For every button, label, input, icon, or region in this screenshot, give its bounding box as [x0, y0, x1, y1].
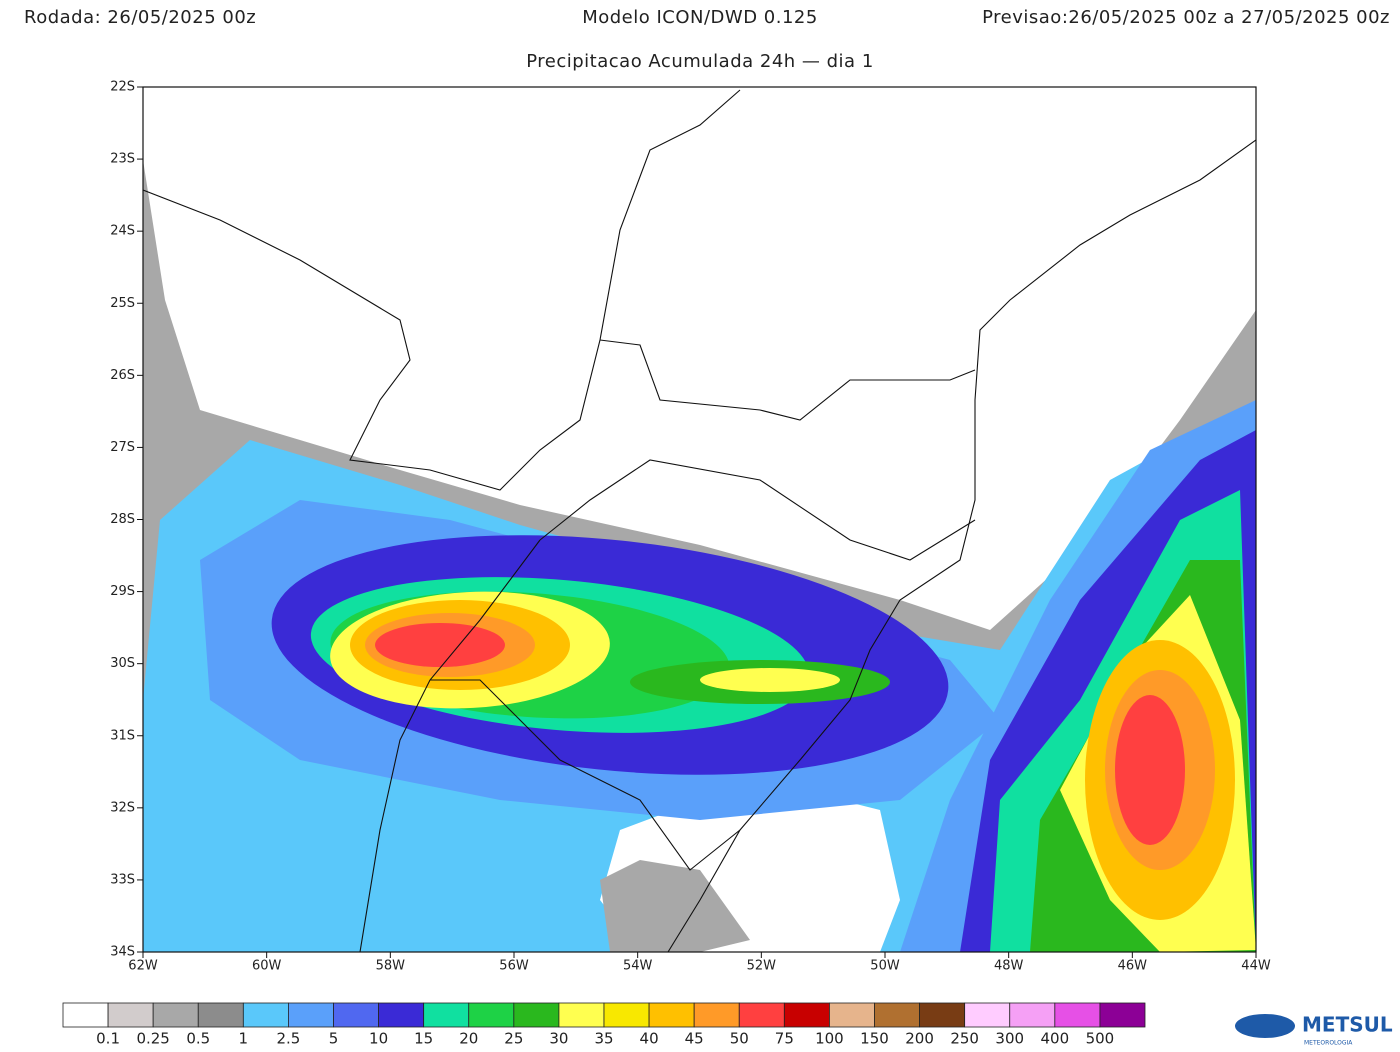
lon-label: 52W — [747, 959, 777, 974]
colorbar-swatch — [964, 1002, 1011, 1028]
colorbar-swatch — [783, 1002, 830, 1028]
lat-label: 22S — [110, 80, 135, 95]
colorbar-label: 0.1 — [96, 1030, 120, 1048]
lon-label: 56W — [499, 959, 529, 974]
colorbar-label: 2.5 — [276, 1030, 300, 1048]
colorbar-swatch — [197, 1002, 244, 1028]
colorbar-label: 200 — [905, 1030, 934, 1048]
colorbar-swatch — [1054, 1002, 1101, 1028]
lon-label: 44W — [1241, 959, 1271, 974]
colorbar-label: 50 — [730, 1030, 749, 1048]
colorbar-label: 100 — [815, 1030, 844, 1048]
lon-label: 48W — [994, 959, 1024, 974]
colorbar-label: 1 — [239, 1030, 249, 1048]
lat-label: 25S — [110, 296, 135, 311]
colorbar-swatch — [468, 1002, 515, 1028]
colorbar-swatch — [62, 1002, 109, 1028]
lat-label: 24S — [110, 224, 135, 239]
lat-label: 28S — [110, 512, 135, 527]
colorbar-label: 400 — [1041, 1030, 1070, 1048]
colorbar-label: 10 — [369, 1030, 388, 1048]
subtitle: Precipitacao Acumulada 24h — dia 1 — [526, 51, 874, 72]
lat-label: 23S — [110, 152, 135, 167]
colorbar-label: 35 — [594, 1030, 613, 1048]
forecast-label: Previsao:26/05/2025 00z a 27/05/2025 00z — [982, 7, 1390, 28]
lat-label: 32S — [110, 800, 135, 815]
colorbar-swatch — [648, 1002, 695, 1028]
colorbar-swatch — [107, 1002, 154, 1028]
logo-icon — [1235, 1014, 1295, 1038]
colorbar-swatch — [378, 1002, 425, 1028]
colorbar-label: 250 — [950, 1030, 979, 1048]
lon-label: 54W — [623, 959, 653, 974]
colorbar-swatch — [829, 1002, 875, 1028]
lon-label: 62W — [128, 959, 158, 974]
colorbar-swatch — [1009, 1002, 1056, 1028]
model-label: Modelo ICON/DWD 0.125 — [582, 7, 818, 28]
lon-label: 60W — [252, 959, 282, 974]
colorbar: 0.1 0.25 0.5 1 2.5 5 10 15 20 25 30 35 40 45 50 75 100 15… — [62, 1002, 1146, 1048]
colorbar-swatch — [558, 1002, 605, 1028]
colorbar-swatch — [1099, 1002, 1146, 1028]
colorbar-swatch — [242, 1002, 289, 1028]
colorbar-label: 15 — [414, 1030, 433, 1048]
colorbar-swatch — [693, 1002, 740, 1028]
colorbar-label: 5 — [329, 1030, 339, 1048]
colorbar-label: 20 — [459, 1030, 478, 1048]
colorbar-label: 150 — [860, 1030, 889, 1048]
colorbar-label: 500 — [1086, 1030, 1115, 1048]
colorbar-swatch — [738, 1002, 785, 1028]
lat-label: 29S — [110, 584, 135, 599]
lat-label: 31S — [110, 728, 135, 743]
lat-label: 30S — [110, 656, 135, 671]
colorbar-swatch — [603, 1002, 650, 1028]
colorbar-label: 30 — [549, 1030, 568, 1048]
colorbar-swatch — [513, 1002, 560, 1028]
colorbar-label: 25 — [504, 1030, 523, 1048]
colorbar-swatch — [152, 1002, 199, 1028]
lon-label: 46W — [1118, 959, 1148, 974]
colorbar-label: 0.25 — [136, 1030, 169, 1048]
logo-name: METSUL — [1302, 1013, 1393, 1037]
colorbar-swatch — [423, 1002, 470, 1028]
lon-label: 58W — [376, 959, 406, 974]
colorbar-label: 0.5 — [186, 1030, 210, 1048]
precip-field — [143, 87, 1256, 952]
lat-label: 26S — [110, 368, 135, 383]
axes: 22S23S24S25S26S27S28S29S30S31S32S33S34S6… — [110, 80, 1271, 974]
colorbar-swatch — [919, 1002, 966, 1028]
colorbar-label: 75 — [775, 1030, 794, 1048]
logo-tagline: METEOROLOGIA — [1304, 1040, 1353, 1047]
colorbar-label: 300 — [995, 1030, 1024, 1048]
run-label: Rodada: 26/05/2025 00z — [24, 7, 256, 28]
colorbar-swatch — [288, 1002, 334, 1028]
colorbar-swatch — [874, 1002, 920, 1028]
lat-label: 27S — [110, 440, 135, 455]
lon-label: 50W — [870, 959, 900, 974]
lat-label: 34S — [110, 945, 135, 960]
colorbar-label: 40 — [640, 1030, 659, 1048]
colorbar-swatch — [333, 1002, 379, 1028]
lat-label: 33S — [110, 872, 135, 887]
colorbar-label: 45 — [685, 1030, 704, 1048]
